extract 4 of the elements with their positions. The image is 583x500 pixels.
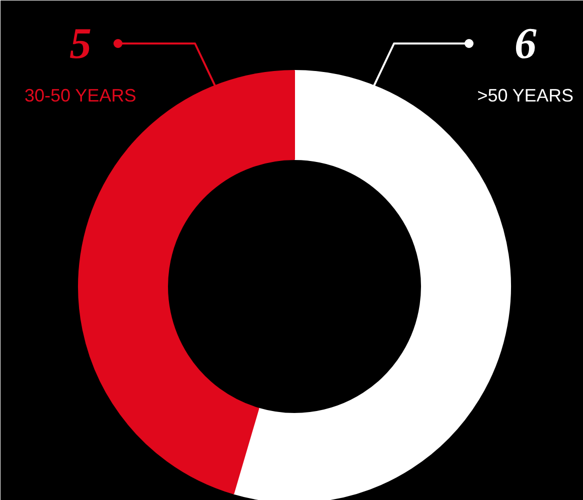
- data-label: 5: [70, 19, 92, 68]
- slice-label: >50 YEARS: [477, 86, 574, 106]
- data-label: 6: [514, 19, 536, 68]
- slice-label: 30-50 YEARS: [24, 86, 136, 106]
